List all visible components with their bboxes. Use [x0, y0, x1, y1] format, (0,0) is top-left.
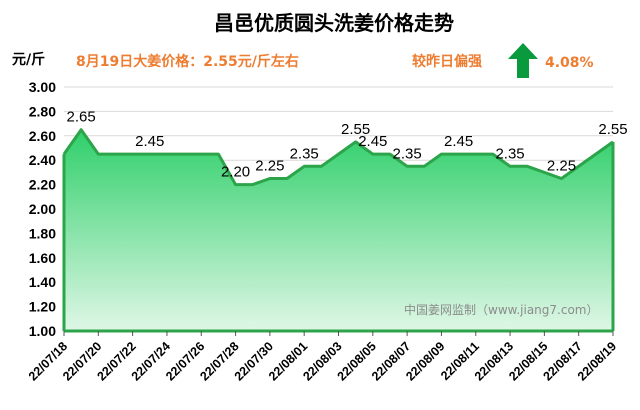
y-tick-label: 1.60 [29, 250, 56, 266]
y-axis-unit: 元/斤 [12, 51, 45, 68]
compare-label: 较昨日偏强 [412, 53, 482, 70]
data-label: 2.45 [444, 133, 473, 150]
data-label: 2.25 [255, 158, 284, 175]
data-label: 2.55 [598, 121, 627, 138]
y-tick-label: 2.60 [29, 128, 56, 144]
y-tick-label: 1.20 [29, 299, 56, 315]
y-tick-label: 2.20 [29, 177, 56, 193]
y-tick-label: 1.00 [29, 323, 56, 339]
y-tick-label: 2.00 [29, 201, 56, 217]
y-tick-label: 2.80 [29, 103, 56, 119]
y-tick-label: 3.00 [29, 79, 56, 95]
up-arrow-icon [508, 43, 538, 78]
series-line [62, 128, 614, 187]
data-label: 2.45 [358, 133, 387, 150]
data-label: 2.20 [221, 164, 250, 181]
price-note: 8月19日大姜价格：2.55元/斤左右 [76, 53, 299, 70]
area-fill [64, 129, 613, 331]
y-axis-ticks: 1.00 1.20 1.40 1.60 1.80 2.00 2.20 2.40 2.60 2.80… [29, 79, 56, 339]
y-tick-label: 1.40 [29, 274, 56, 290]
data-label: 2.35 [290, 145, 319, 162]
data-labels: 2.652.452.20 2.252.352.552.452.352.452.35… [67, 109, 628, 181]
x-axis-ticks: 22/07/1822/07/2022/07/2222/07/2422/07/26… [26, 331, 619, 384]
watermark: 中国姜网监制（www.jiang7.com） [404, 302, 598, 317]
data-label: 2.65 [67, 109, 96, 126]
series-area [62, 128, 615, 333]
data-label: 2.25 [547, 158, 576, 175]
y-tick-label: 1.80 [29, 225, 56, 241]
data-label: 2.35 [393, 145, 422, 162]
chart-title: 昌邑优质圆头洗姜价格走势 [214, 11, 454, 35]
change-percent: 4.08% [545, 55, 594, 71]
data-label: 2.45 [135, 133, 164, 150]
data-label: 2.35 [495, 145, 524, 162]
y-tick-label: 2.40 [29, 152, 56, 168]
data-label: 2.55 [341, 121, 370, 138]
